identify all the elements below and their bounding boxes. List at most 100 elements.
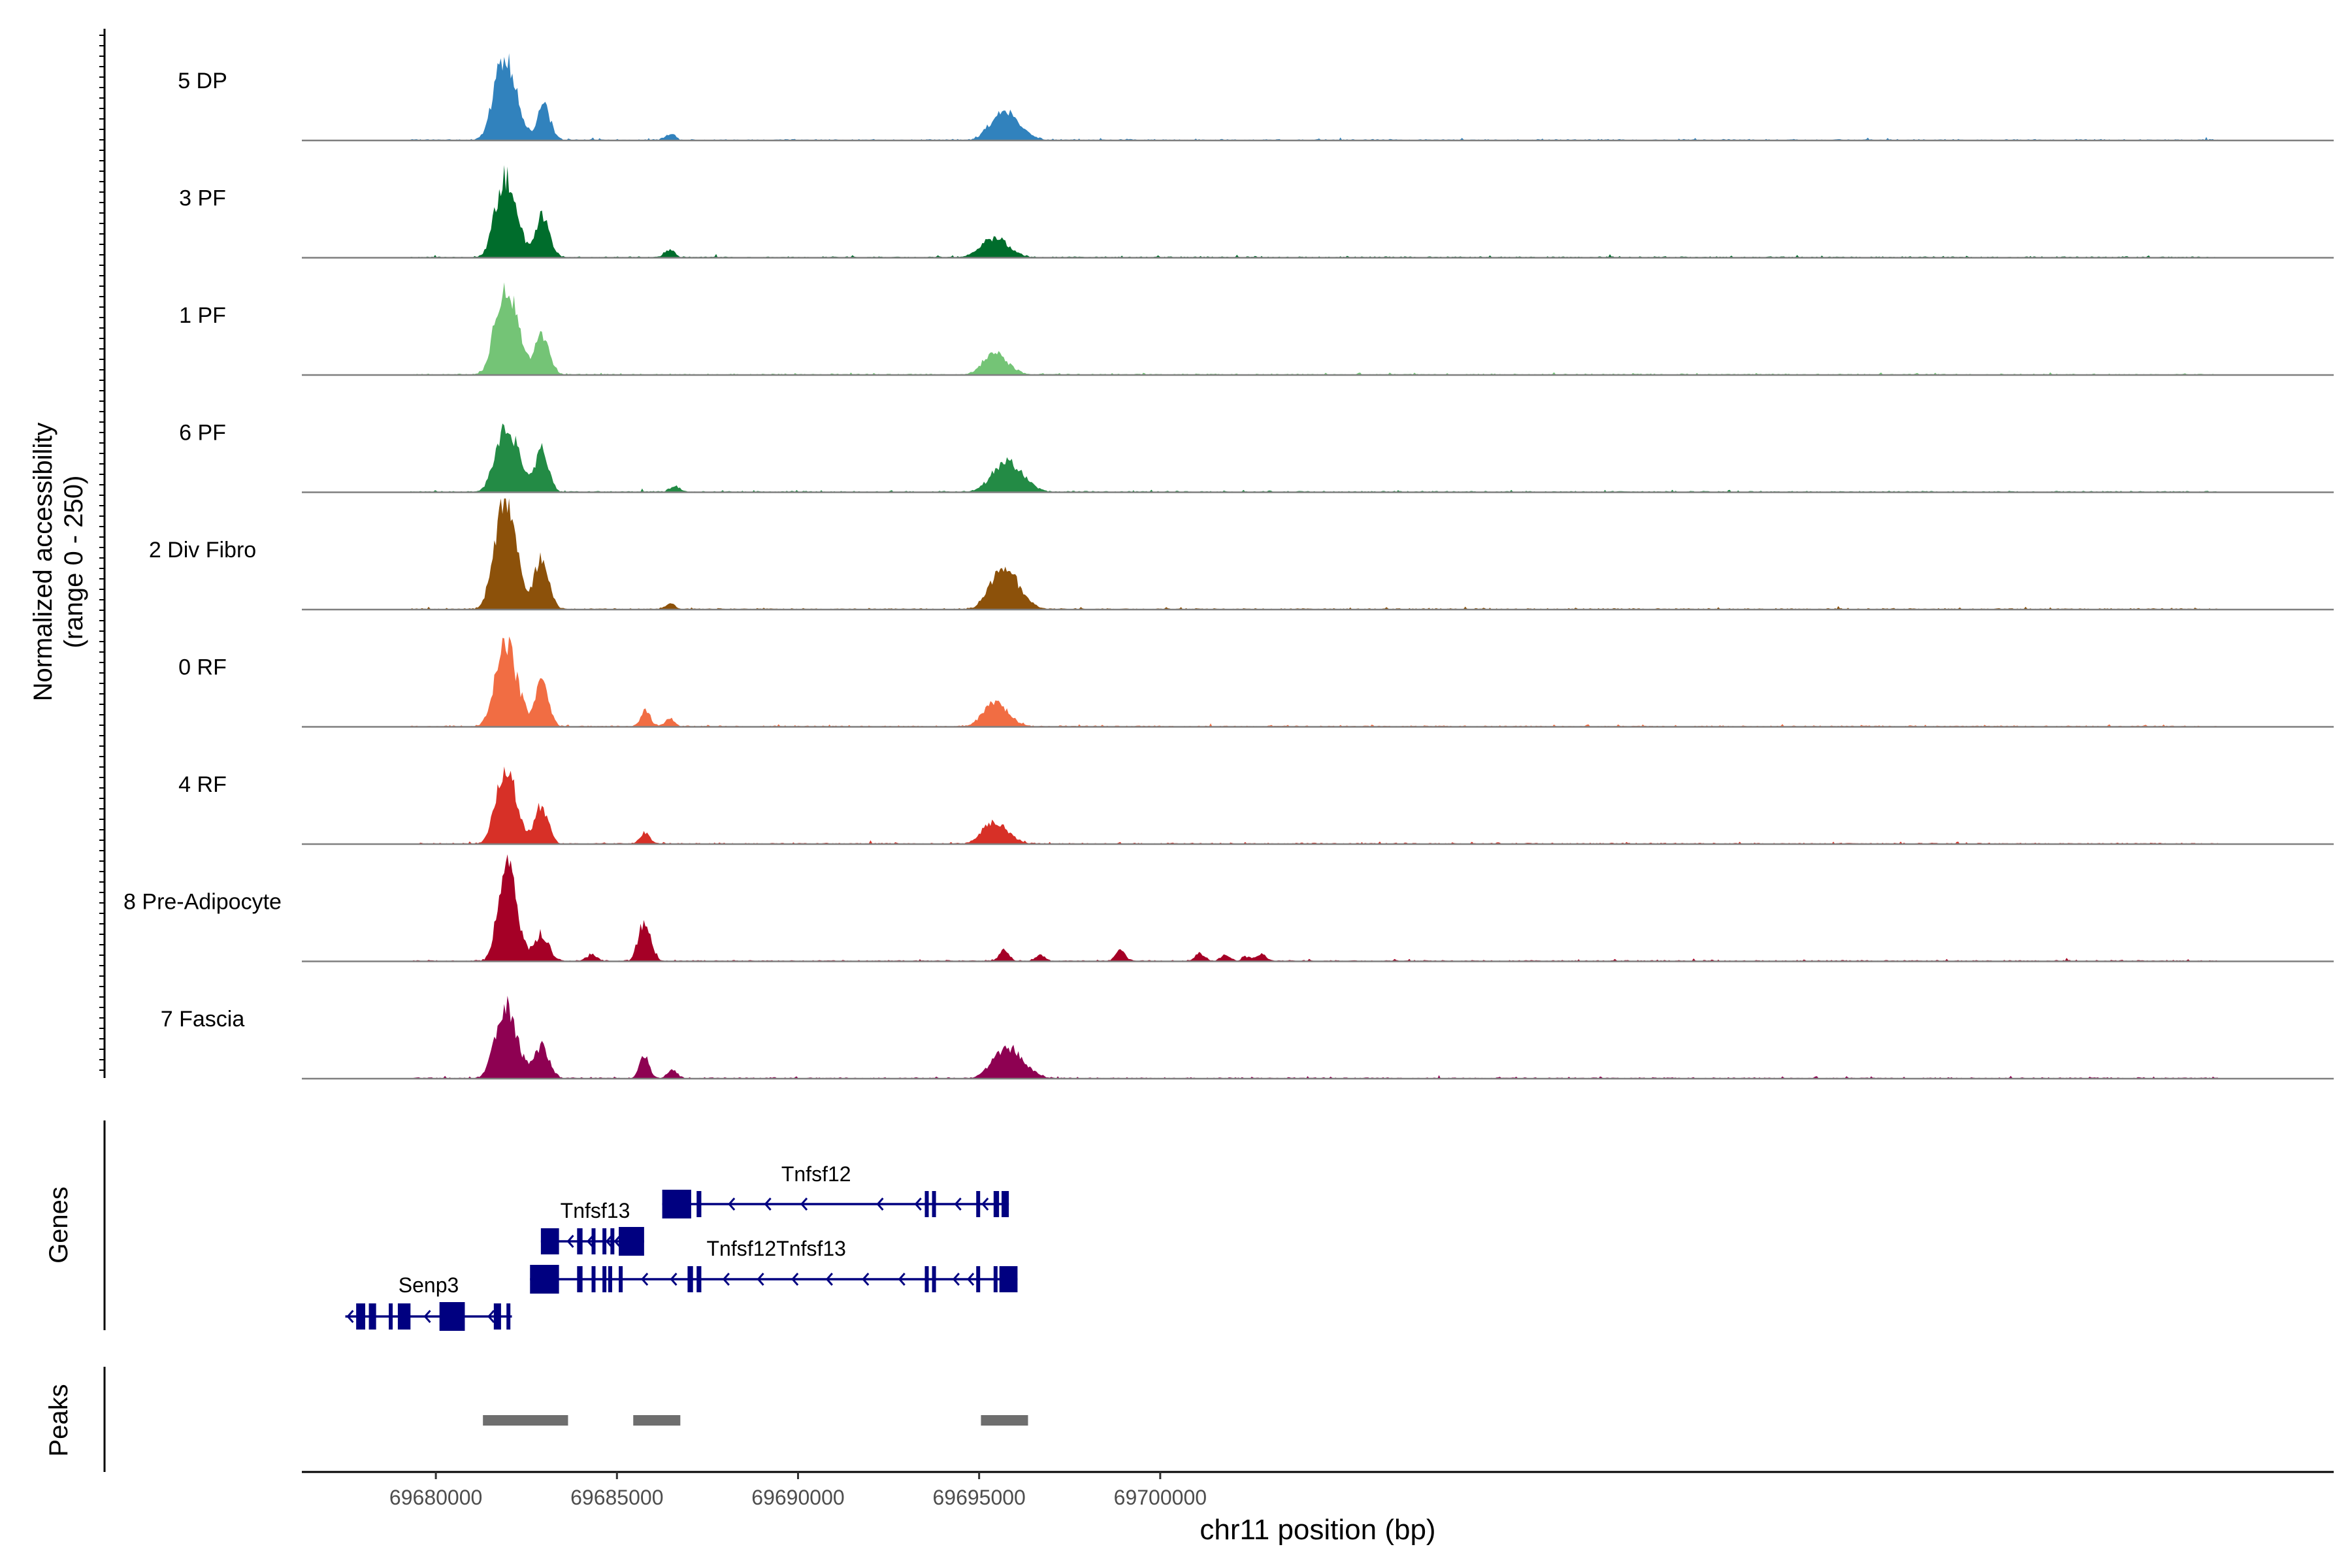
gene-exon bbox=[368, 1303, 376, 1330]
strand-arrow bbox=[757, 1273, 764, 1286]
coverage-area bbox=[410, 766, 2218, 844]
strand-arrow bbox=[764, 1198, 772, 1211]
strand-arrow bbox=[605, 1235, 613, 1248]
gene-exon bbox=[439, 1302, 465, 1331]
strand-arrow bbox=[862, 1273, 870, 1286]
track-label: 8 Pre-Adipocyte bbox=[123, 890, 282, 915]
peaks-panel-label: Peaks bbox=[44, 1384, 73, 1456]
gene-exon bbox=[619, 1227, 644, 1256]
coverage-area bbox=[410, 53, 2218, 140]
gene-exon bbox=[932, 1191, 936, 1217]
gene-exon bbox=[540, 1228, 559, 1254]
coverage-area bbox=[410, 423, 2218, 493]
track-3-pf: 3 PF bbox=[179, 165, 2334, 259]
track-6-pf: 6 PF bbox=[179, 421, 2334, 493]
coverage-area bbox=[410, 636, 2218, 727]
strand-arrow bbox=[728, 1198, 736, 1211]
gene-exon bbox=[976, 1266, 981, 1292]
coverage-area bbox=[410, 282, 2218, 375]
strand-arrow bbox=[898, 1273, 906, 1286]
gene-label: Tnfsf12Tnfsf13 bbox=[707, 1237, 846, 1260]
strand-arrow bbox=[800, 1198, 808, 1211]
track-4-rf: 4 RF bbox=[178, 766, 2334, 845]
x-axis-ticks: 69680000 69685000 69690000 69695000 69700000 bbox=[389, 1472, 1207, 1509]
track-label: 7 Fascia bbox=[161, 1007, 245, 1032]
strand-arrow bbox=[967, 1273, 975, 1286]
track-label: 0 RF bbox=[178, 655, 227, 680]
peak-regions bbox=[483, 1415, 1028, 1426]
x-tick-label: 69690000 bbox=[751, 1486, 844, 1509]
gene-exon bbox=[530, 1265, 559, 1294]
coverage-area bbox=[410, 165, 2218, 258]
gene-exon bbox=[608, 1266, 612, 1292]
gene-exon bbox=[999, 1266, 1018, 1292]
strand-arrow bbox=[825, 1273, 833, 1286]
strand-arrow bbox=[722, 1273, 730, 1286]
peak-region bbox=[633, 1415, 681, 1426]
y-axis-label-line2: (range 0 - 250) bbox=[59, 476, 88, 649]
strand-arrow bbox=[981, 1198, 989, 1211]
track-label: 6 PF bbox=[179, 421, 226, 446]
x-axis-label: chr11 position (bp) bbox=[1200, 1514, 1435, 1546]
track-label: 2 Div Fibro bbox=[149, 538, 256, 563]
strand-arrow bbox=[641, 1273, 649, 1286]
x-tick-label: 69685000 bbox=[570, 1486, 663, 1509]
strand-arrow bbox=[670, 1273, 678, 1286]
gene-tnfsf12: Tnfsf12 bbox=[662, 1162, 1009, 1218]
x-tick-label: 69695000 bbox=[932, 1486, 1025, 1509]
track-2-div-fibro: 2 Div Fibro bbox=[149, 498, 2334, 611]
gene-exon bbox=[506, 1303, 511, 1330]
gene-exon bbox=[397, 1303, 411, 1330]
coverage-area bbox=[410, 498, 2218, 610]
peak-region bbox=[483, 1415, 568, 1426]
gene-exon bbox=[602, 1266, 607, 1292]
strand-arrow bbox=[487, 1310, 495, 1323]
coverage-area bbox=[410, 854, 2218, 962]
coverage-tracks: 5 DP 3 PF 1 PF 6 PF 2 Div Fibro 0 RF 4 RF 8 Pre… bbox=[123, 53, 2334, 1080]
track-label: 5 DP bbox=[178, 69, 227, 93]
track-8-pre-adipocyte: 8 Pre-Adipocyte bbox=[123, 854, 2334, 962]
y-axis-label-line1: Normalized accessibility bbox=[29, 423, 57, 702]
gene-tnfsf13: Tnfsf13 bbox=[540, 1199, 644, 1256]
track-5-dp: 5 DP bbox=[178, 53, 2334, 142]
strand-arrow bbox=[423, 1310, 431, 1323]
strand-arrow bbox=[914, 1198, 922, 1211]
genes-panel-label: Genes bbox=[44, 1186, 73, 1264]
strand-arrow bbox=[613, 1235, 621, 1248]
strand-arrow bbox=[876, 1198, 884, 1211]
gene-exon bbox=[993, 1191, 1000, 1217]
strand-arrow bbox=[954, 1198, 962, 1211]
gene-exon bbox=[577, 1228, 583, 1254]
gene-exon bbox=[662, 1190, 691, 1218]
gene-exon bbox=[924, 1191, 929, 1217]
gene-exon bbox=[687, 1266, 693, 1292]
gene-label: Tnfsf13 bbox=[561, 1199, 630, 1222]
gene-label: Senp3 bbox=[399, 1273, 459, 1297]
gene-exon bbox=[993, 1266, 998, 1292]
gene-exon bbox=[356, 1303, 366, 1330]
gene-exon bbox=[389, 1303, 393, 1330]
gene-exon bbox=[610, 1228, 615, 1254]
strand-arrow bbox=[791, 1273, 799, 1286]
strand-arrow bbox=[566, 1235, 574, 1248]
gene-exon bbox=[976, 1191, 981, 1217]
gene-exon bbox=[924, 1266, 929, 1292]
track-7-fascia: 7 Fascia bbox=[161, 996, 2334, 1080]
coverage-y-axis bbox=[99, 29, 106, 1078]
x-tick-label: 69700000 bbox=[1114, 1486, 1207, 1509]
track-0-rf: 0 RF bbox=[178, 636, 2334, 728]
gene-exon bbox=[591, 1266, 596, 1292]
track-1-pf: 1 PF bbox=[179, 282, 2334, 376]
peak-region bbox=[981, 1415, 1028, 1426]
track-label: 1 PF bbox=[179, 303, 226, 328]
gene-exon bbox=[493, 1303, 501, 1330]
gene-exon bbox=[696, 1266, 702, 1292]
x-tick-label: 69680000 bbox=[389, 1486, 482, 1509]
gene-exon bbox=[696, 1191, 702, 1217]
gene-exon bbox=[602, 1228, 607, 1254]
gene-label: Tnfsf12 bbox=[781, 1162, 851, 1186]
gene-senp3: Senp3 bbox=[345, 1273, 512, 1331]
strand-arrow bbox=[586, 1235, 595, 1248]
